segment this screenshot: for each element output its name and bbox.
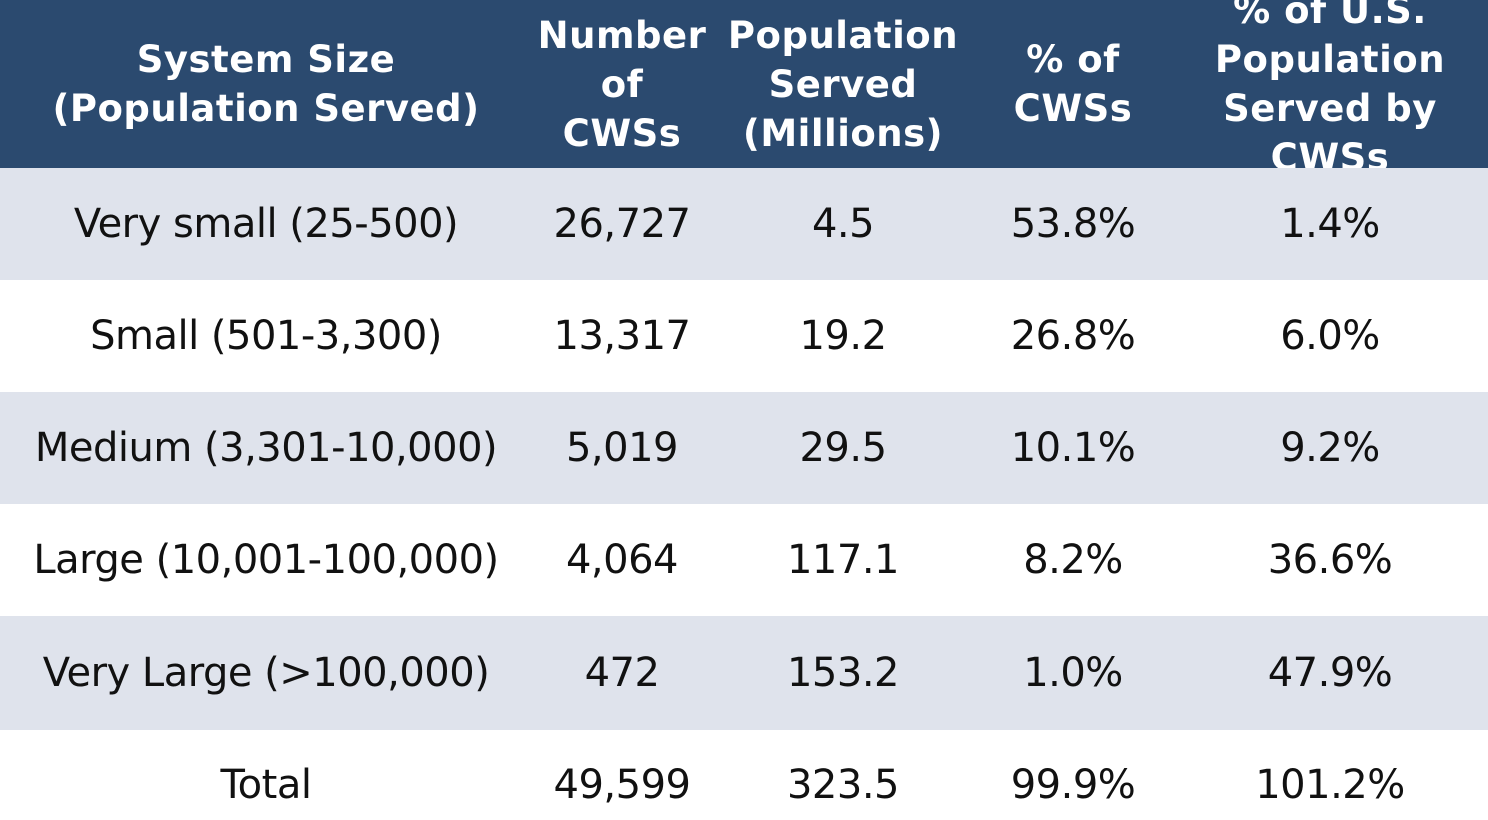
- header-percent-of-cwss: % of CWSs: [974, 0, 1172, 168]
- header-system-size: System Size (Population Served): [0, 0, 532, 168]
- row-large-size: Large (10,001-100,000): [0, 504, 532, 616]
- row-very-large-size: Very Large (>100,000): [0, 616, 532, 730]
- row-very-large-population: 153.2: [712, 616, 974, 730]
- row-medium-count: 5,019: [532, 392, 712, 504]
- row-total-size: Total: [0, 730, 532, 820]
- row-total-count: 49,599: [532, 730, 712, 820]
- row-medium-pct-cwss: 10.1%: [974, 392, 1172, 504]
- row-very-small-population: 4.5: [712, 168, 974, 280]
- row-small-size: Small (501-3,300): [0, 280, 532, 392]
- row-large-pct-cwss: 8.2%: [974, 504, 1172, 616]
- row-very-small-pct-cwss: 53.8%: [974, 168, 1172, 280]
- row-very-small-pct-population: 1.4%: [1172, 168, 1488, 280]
- header-number-of-cwss: Number of CWSs: [532, 0, 712, 168]
- row-large-pct-population: 36.6%: [1172, 504, 1488, 616]
- header-percent-us-population: % of U.S. Population Served by CWSs: [1172, 0, 1488, 179]
- row-total-pct-population: 101.2%: [1172, 730, 1488, 820]
- row-large-count: 4,064: [532, 504, 712, 616]
- header-population-served: Population Served (Millions): [712, 0, 974, 168]
- row-medium-population: 29.5: [712, 392, 974, 504]
- row-very-large-pct-cwss: 1.0%: [974, 616, 1172, 730]
- row-small-pct-cwss: 26.8%: [974, 280, 1172, 392]
- row-small-count: 13,317: [532, 280, 712, 392]
- row-medium-pct-population: 9.2%: [1172, 392, 1488, 504]
- row-medium-size: Medium (3,301-10,000): [0, 392, 532, 504]
- row-very-large-pct-population: 47.9%: [1172, 616, 1488, 730]
- row-very-small-count: 26,727: [532, 168, 712, 280]
- row-total-population: 323.5: [712, 730, 974, 820]
- row-total-pct-cwss: 99.9%: [974, 730, 1172, 820]
- row-very-small-size: Very small (25-500): [0, 168, 532, 280]
- row-small-population: 19.2: [712, 280, 974, 392]
- row-very-large-count: 472: [532, 616, 712, 730]
- row-large-population: 117.1: [712, 504, 974, 616]
- row-small-pct-population: 6.0%: [1172, 280, 1488, 392]
